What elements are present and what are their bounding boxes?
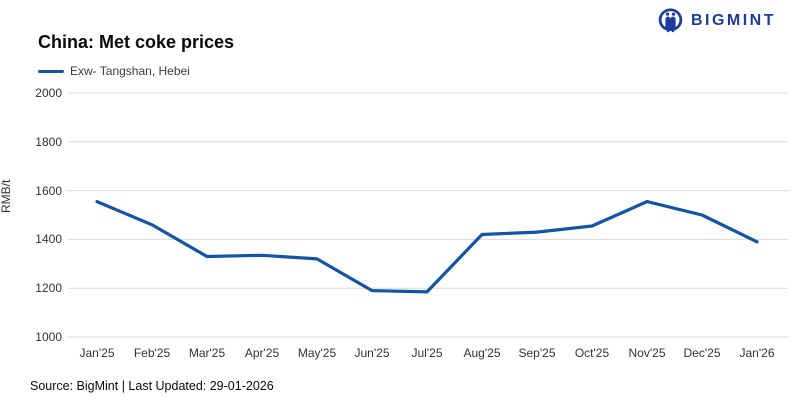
y-tick-label: 1200 [35,281,62,296]
brand-name: BIGMINT [690,11,776,29]
source-note: Source: BigMint | Last Updated: 29-01-20… [30,379,274,393]
x-axis-tick-labels: Jan'25 Feb'25 Mar'25 Apr'25 May'25 Jun'25 Jul'… [0,346,800,362]
line-chart-svg [68,92,788,338]
x-tick-label: Aug'25 [463,346,501,360]
brand-logo: BIGMINT [657,7,776,34]
bigmint-logo-icon [658,8,683,33]
x-tick-label: Sep'25 [518,346,556,360]
chart-legend: Exw- Tangshan, Hebei [38,64,190,78]
x-tick-label: Oct'25 [574,346,610,360]
x-tick-label: Apr'25 [244,346,280,360]
x-tick-label: Feb'25 [133,346,171,360]
legend-line-swatch [38,69,64,73]
plot-area [68,92,788,338]
x-tick-label: Jan'26 [739,346,775,360]
y-tick-label: 1600 [35,183,62,198]
legend-series-label: Exw- Tangshan, Hebei [70,64,190,78]
x-tick-label: Mar'25 [188,346,226,360]
y-axis-tick-labels: 1000 1200 1400 1600 1800 2000 [0,0,62,400]
x-tick-label: Jul'25 [411,346,443,360]
chart-title: China: Met coke prices [38,32,235,52]
x-tick-label: Nov'25 [628,346,666,360]
y-tick-label: 2000 [35,86,62,100]
y-tick-label: 1800 [35,134,62,149]
price-series-line [95,199,759,294]
y-tick-label: 1400 [35,232,62,247]
x-tick-label: Jun'25 [354,346,390,360]
x-tick-label: Jan'25 [79,346,115,360]
x-tick-label: Dec'25 [683,346,721,360]
y-tick-label: 1000 [35,330,62,344]
x-tick-label: May'25 [297,346,337,360]
